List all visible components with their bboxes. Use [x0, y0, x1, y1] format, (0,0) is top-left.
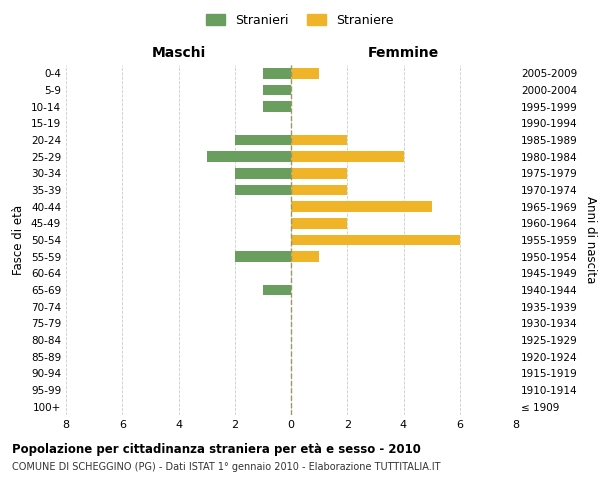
Text: Maschi: Maschi: [151, 46, 206, 60]
Bar: [291, 151, 404, 162]
Y-axis label: Anni di nascita: Anni di nascita: [584, 196, 597, 284]
Bar: [291, 68, 319, 78]
Bar: [263, 101, 291, 112]
Bar: [263, 284, 291, 296]
Bar: [291, 218, 347, 229]
Bar: [235, 184, 291, 196]
Bar: [206, 151, 291, 162]
Legend: Stranieri, Straniere: Stranieri, Straniere: [202, 8, 398, 32]
Text: Popolazione per cittadinanza straniera per età e sesso - 2010: Popolazione per cittadinanza straniera p…: [12, 442, 421, 456]
Bar: [291, 251, 319, 262]
Bar: [263, 68, 291, 78]
Bar: [291, 134, 347, 145]
Bar: [235, 134, 291, 145]
Bar: [263, 84, 291, 96]
Bar: [235, 251, 291, 262]
Bar: [291, 201, 431, 212]
Text: Femmine: Femmine: [368, 46, 439, 60]
Y-axis label: Fasce di età: Fasce di età: [13, 205, 25, 275]
Bar: [235, 168, 291, 179]
Bar: [291, 184, 347, 196]
Bar: [291, 234, 460, 246]
Text: COMUNE DI SCHEGGINO (PG) - Dati ISTAT 1° gennaio 2010 - Elaborazione TUTTITALIA.: COMUNE DI SCHEGGINO (PG) - Dati ISTAT 1°…: [12, 462, 440, 472]
Bar: [291, 168, 347, 179]
